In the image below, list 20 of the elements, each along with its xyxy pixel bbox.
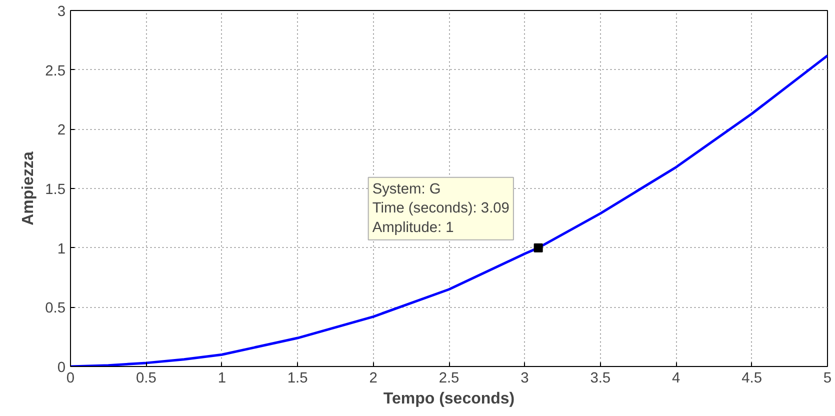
y-tick-label: 1 bbox=[57, 241, 66, 258]
y-tick-label: 0 bbox=[57, 360, 66, 376]
x-tick-label: 3 bbox=[520, 370, 529, 386]
x-tick-label: 1.5 bbox=[287, 370, 308, 386]
x-tick-label: 4 bbox=[672, 370, 680, 386]
x-tick-label: 5 bbox=[823, 370, 832, 386]
y-tick-label: 1.5 bbox=[45, 182, 66, 198]
annotation: System: G Time (seconds): 3.09 Amplitude: 1 bbox=[372, 181, 510, 236]
y-tick-label: 3 bbox=[57, 4, 66, 20]
x-axis-title: Tempo (seconds) bbox=[383, 390, 515, 408]
y-tick-label: 2.5 bbox=[45, 63, 66, 80]
x-tick-label: 4.5 bbox=[742, 370, 762, 386]
x-tick-label: 2.5 bbox=[438, 370, 460, 386]
y-tick-label: 0.5 bbox=[45, 300, 66, 317]
x-tick-label: 0.5 bbox=[136, 370, 156, 386]
y-axis-title: Ampiezza bbox=[20, 152, 38, 226]
x-tick-label: 1 bbox=[218, 370, 226, 386]
x-tick-label: 2 bbox=[369, 370, 378, 386]
x-tick-label: 3.5 bbox=[590, 370, 611, 386]
y-tick-label: 2 bbox=[57, 122, 66, 139]
